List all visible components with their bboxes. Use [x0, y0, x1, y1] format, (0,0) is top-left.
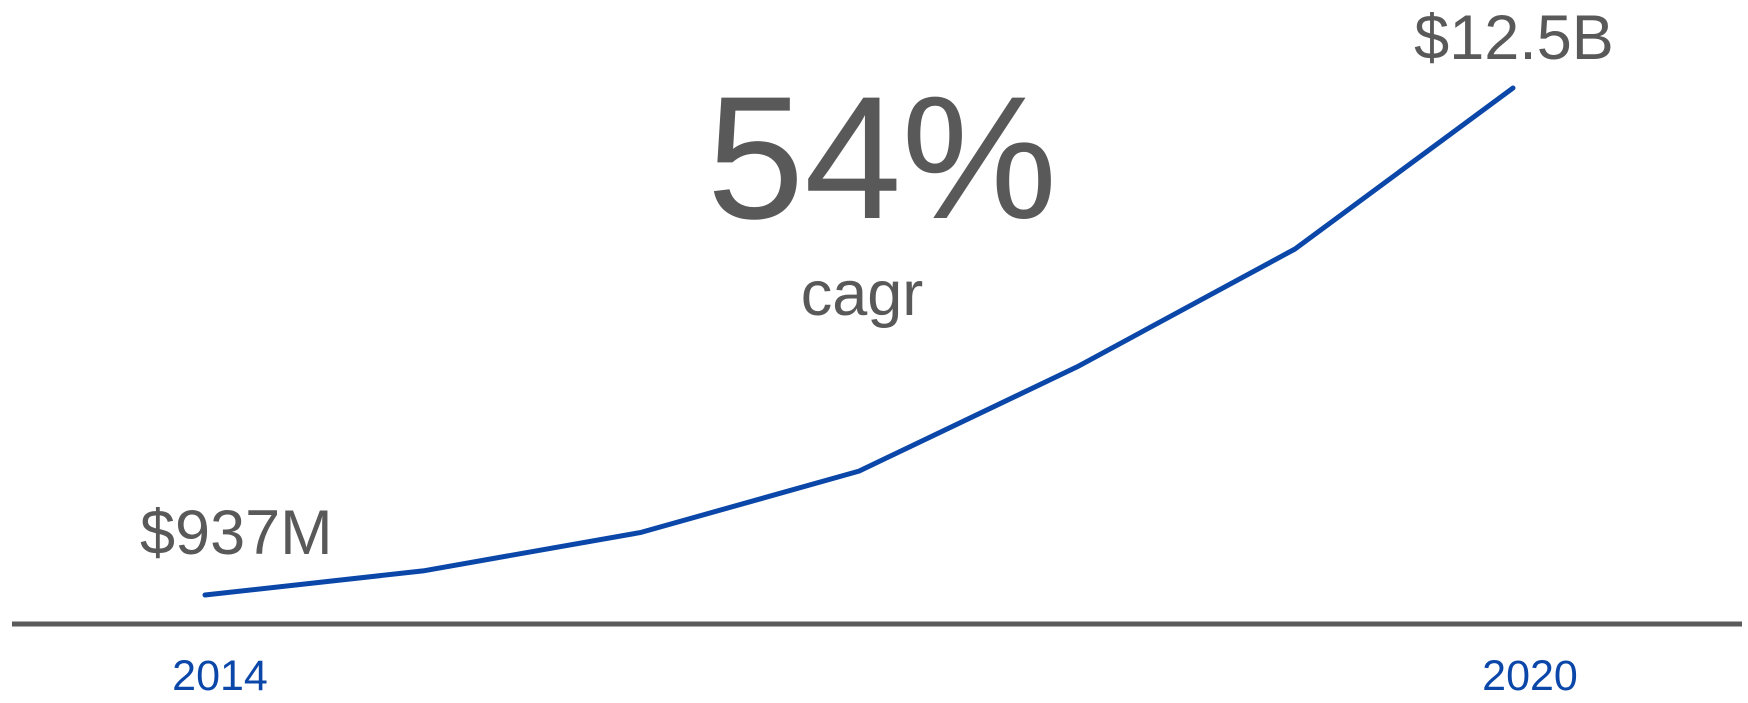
- x-tick-label-2014: 2014: [172, 652, 268, 698]
- headline-layer: 54% cagr: [707, 61, 1057, 329]
- tick-label-layer: 2014 2020: [172, 652, 1578, 700]
- series-line: [202, 85, 1516, 598]
- start-value-label: $937M: [140, 498, 333, 568]
- annotation-layer: $937M $12.5B: [140, 3, 1614, 568]
- headline-percent: 54%: [707, 61, 1057, 256]
- headline-caption: cagr: [801, 259, 924, 329]
- series-layer: [202, 85, 1516, 598]
- end-value-label: $12.5B: [1414, 3, 1614, 73]
- x-tick-label-2020: 2020: [1482, 652, 1578, 698]
